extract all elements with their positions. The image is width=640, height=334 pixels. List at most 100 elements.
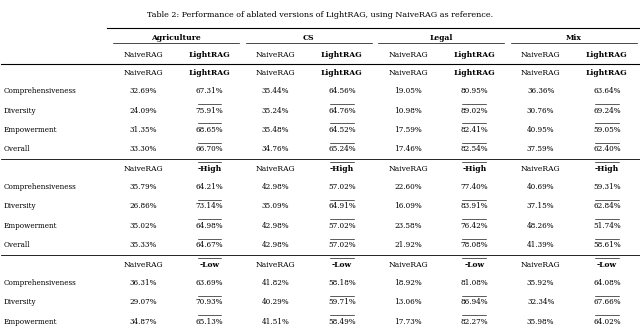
Text: 70.93%: 70.93% [196, 298, 223, 306]
Text: 64.02%: 64.02% [593, 318, 621, 326]
Text: NaiveRAG: NaiveRAG [124, 51, 163, 59]
Text: Mix: Mix [566, 34, 582, 41]
Text: 57.02%: 57.02% [328, 241, 356, 249]
Text: LightRAG: LightRAG [321, 51, 363, 59]
Text: CS: CS [303, 34, 315, 41]
Text: -Low: -Low [332, 261, 352, 269]
Text: 57.02%: 57.02% [328, 222, 356, 230]
Text: 81.08%: 81.08% [461, 279, 488, 287]
Text: -High: -High [197, 165, 221, 173]
Text: 29.07%: 29.07% [129, 298, 157, 306]
Text: 35.79%: 35.79% [129, 183, 157, 191]
Text: 83.91%: 83.91% [461, 202, 488, 210]
Text: NaiveRAG: NaiveRAG [388, 69, 428, 77]
Text: 41.51%: 41.51% [262, 318, 290, 326]
Text: Empowerment: Empowerment [3, 318, 57, 326]
Text: NaiveRAG: NaiveRAG [388, 261, 428, 269]
Text: 58.18%: 58.18% [328, 279, 356, 287]
Text: -High: -High [462, 165, 486, 173]
Text: Overall: Overall [3, 145, 30, 153]
Text: -High: -High [330, 165, 354, 173]
Text: 66.70%: 66.70% [196, 145, 223, 153]
Text: Table 2: Performance of ablated versions of LightRAG, using NaiveRAG as referenc: Table 2: Performance of ablated versions… [147, 11, 493, 19]
Text: 58.61%: 58.61% [593, 241, 621, 249]
Text: 17.59%: 17.59% [394, 126, 422, 134]
Text: 21.92%: 21.92% [394, 241, 422, 249]
Text: 35.02%: 35.02% [129, 222, 157, 230]
Text: 82.54%: 82.54% [461, 145, 488, 153]
Text: NaiveRAG: NaiveRAG [388, 165, 428, 173]
Text: 68.65%: 68.65% [196, 126, 223, 134]
Text: 35.09%: 35.09% [262, 202, 289, 210]
Text: 36.31%: 36.31% [129, 279, 157, 287]
Text: LightRAG: LightRAG [321, 69, 363, 77]
Text: Comprehensiveness: Comprehensiveness [3, 183, 76, 191]
Text: LightRAG: LightRAG [189, 51, 230, 59]
Text: Diversity: Diversity [3, 202, 36, 210]
Text: 59.31%: 59.31% [593, 183, 621, 191]
Text: LightRAG: LightRAG [454, 69, 495, 77]
Text: LightRAG: LightRAG [454, 51, 495, 59]
Text: 89.02%: 89.02% [461, 107, 488, 115]
Text: 67.31%: 67.31% [196, 87, 223, 95]
Text: 59.05%: 59.05% [593, 126, 621, 134]
Text: 80.95%: 80.95% [461, 87, 488, 95]
Text: 82.41%: 82.41% [461, 126, 488, 134]
Text: NaiveRAG: NaiveRAG [521, 165, 561, 173]
Text: 22.60%: 22.60% [394, 183, 422, 191]
Text: 30.76%: 30.76% [527, 107, 554, 115]
Text: 41.82%: 41.82% [262, 279, 289, 287]
Text: 19.05%: 19.05% [394, 87, 422, 95]
Text: NaiveRAG: NaiveRAG [256, 69, 296, 77]
Text: LightRAG: LightRAG [586, 51, 628, 59]
Text: -Low: -Low [465, 261, 484, 269]
Text: 42.98%: 42.98% [262, 183, 289, 191]
Text: 37.15%: 37.15% [527, 202, 554, 210]
Text: 63.64%: 63.64% [593, 87, 621, 95]
Text: 23.58%: 23.58% [394, 222, 422, 230]
Text: 37.59%: 37.59% [527, 145, 554, 153]
Text: NaiveRAG: NaiveRAG [124, 165, 163, 173]
Text: 78.08%: 78.08% [461, 241, 488, 249]
Text: 64.52%: 64.52% [328, 126, 356, 134]
Text: 32.69%: 32.69% [129, 87, 157, 95]
Text: 24.09%: 24.09% [129, 107, 157, 115]
Text: 42.98%: 42.98% [262, 241, 289, 249]
Text: 35.24%: 35.24% [262, 107, 289, 115]
Text: -Low: -Low [200, 261, 220, 269]
Text: 64.76%: 64.76% [328, 107, 356, 115]
Text: 64.67%: 64.67% [196, 241, 223, 249]
Text: 76.42%: 76.42% [461, 222, 488, 230]
Text: 73.14%: 73.14% [196, 202, 223, 210]
Text: Empowerment: Empowerment [3, 222, 57, 230]
Text: NaiveRAG: NaiveRAG [388, 51, 428, 59]
Text: 63.69%: 63.69% [196, 279, 223, 287]
Text: 65.24%: 65.24% [328, 145, 356, 153]
Text: Comprehensiveness: Comprehensiveness [3, 279, 76, 287]
Text: Diversity: Diversity [3, 107, 36, 115]
Text: 13.06%: 13.06% [394, 298, 422, 306]
Text: 35.33%: 35.33% [129, 241, 157, 249]
Text: 82.27%: 82.27% [461, 318, 488, 326]
Text: Legal: Legal [429, 34, 453, 41]
Text: NaiveRAG: NaiveRAG [256, 165, 296, 173]
Text: LightRAG: LightRAG [189, 69, 230, 77]
Text: 36.36%: 36.36% [527, 87, 554, 95]
Text: 35.98%: 35.98% [527, 318, 554, 326]
Text: 86.94%: 86.94% [461, 298, 488, 306]
Text: NaiveRAG: NaiveRAG [521, 261, 561, 269]
Text: 34.76%: 34.76% [262, 145, 289, 153]
Text: 75.91%: 75.91% [196, 107, 223, 115]
Text: 64.98%: 64.98% [196, 222, 223, 230]
Text: 10.98%: 10.98% [394, 107, 422, 115]
Text: Overall: Overall [3, 241, 30, 249]
Text: 35.48%: 35.48% [262, 126, 289, 134]
Text: 48.26%: 48.26% [527, 222, 554, 230]
Text: 62.40%: 62.40% [593, 145, 621, 153]
Text: Comprehensiveness: Comprehensiveness [3, 87, 76, 95]
Text: 59.71%: 59.71% [328, 298, 356, 306]
Text: 34.87%: 34.87% [129, 318, 157, 326]
Text: -Low: -Low [597, 261, 617, 269]
Text: NaiveRAG: NaiveRAG [521, 69, 561, 77]
Text: NaiveRAG: NaiveRAG [521, 51, 561, 59]
